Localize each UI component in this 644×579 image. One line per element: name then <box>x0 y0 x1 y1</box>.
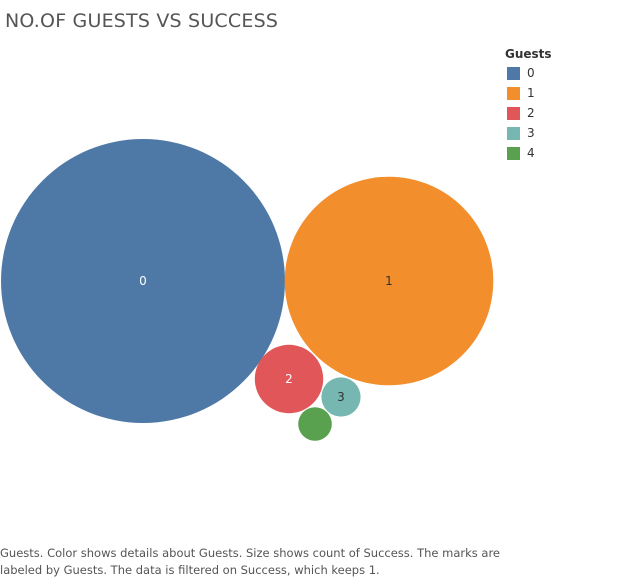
caption-line-1: Guests. Color shows details about Guests… <box>0 546 501 560</box>
bubble-label-1: 1 <box>385 274 393 288</box>
caption-line-2: labeled by Guests. The data is filtered … <box>0 563 380 577</box>
legend-title: Guests <box>505 47 552 61</box>
legend-label: 1 <box>527 86 535 100</box>
legend: Guests 0 1 2 3 4 <box>505 46 625 163</box>
chart-title: NO.OF GUESTS VS SUCCESS <box>5 10 279 32</box>
bubble-label-2: 2 <box>285 372 293 386</box>
legend-item-0[interactable]: 0 <box>505 63 625 83</box>
chart-caption: Guests. Color shows details about Guests… <box>0 545 520 579</box>
bubble-guests-0[interactable] <box>1 139 285 423</box>
bubble-guests-1[interactable] <box>284 176 494 386</box>
bubble-guests-3[interactable] <box>321 377 361 417</box>
legend-swatch <box>507 106 520 120</box>
bubble-label-0: 0 <box>139 274 147 288</box>
legend-label: 0 <box>527 66 535 80</box>
legend-swatch <box>507 126 520 140</box>
bubble-chart: 0 1 2 3 <box>1 139 494 441</box>
legend-item-3[interactable]: 3 <box>505 123 625 143</box>
legend-item-2[interactable]: 2 <box>505 103 625 123</box>
legend-swatch <box>507 66 520 80</box>
legend-item-1[interactable]: 1 <box>505 83 625 103</box>
legend-label: 3 <box>527 126 535 140</box>
legend-item-4[interactable]: 4 <box>505 143 625 163</box>
legend-swatch <box>507 146 520 160</box>
bubble-label-3: 3 <box>337 390 345 404</box>
bubble-guests-4[interactable] <box>298 407 332 441</box>
bubble-guests-2[interactable] <box>254 344 324 414</box>
legend-label: 4 <box>527 146 535 160</box>
legend-label: 2 <box>527 106 535 120</box>
legend-swatch <box>507 86 520 100</box>
